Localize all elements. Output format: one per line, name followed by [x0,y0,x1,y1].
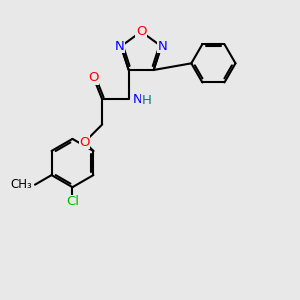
Text: O: O [88,71,99,84]
Text: O: O [79,136,90,148]
Text: H: H [141,94,151,107]
Text: N: N [115,40,124,53]
Text: O: O [136,25,146,38]
Text: N: N [158,40,168,53]
Text: CH₃: CH₃ [10,178,32,191]
Text: Cl: Cl [66,195,79,208]
Text: N: N [133,93,143,106]
